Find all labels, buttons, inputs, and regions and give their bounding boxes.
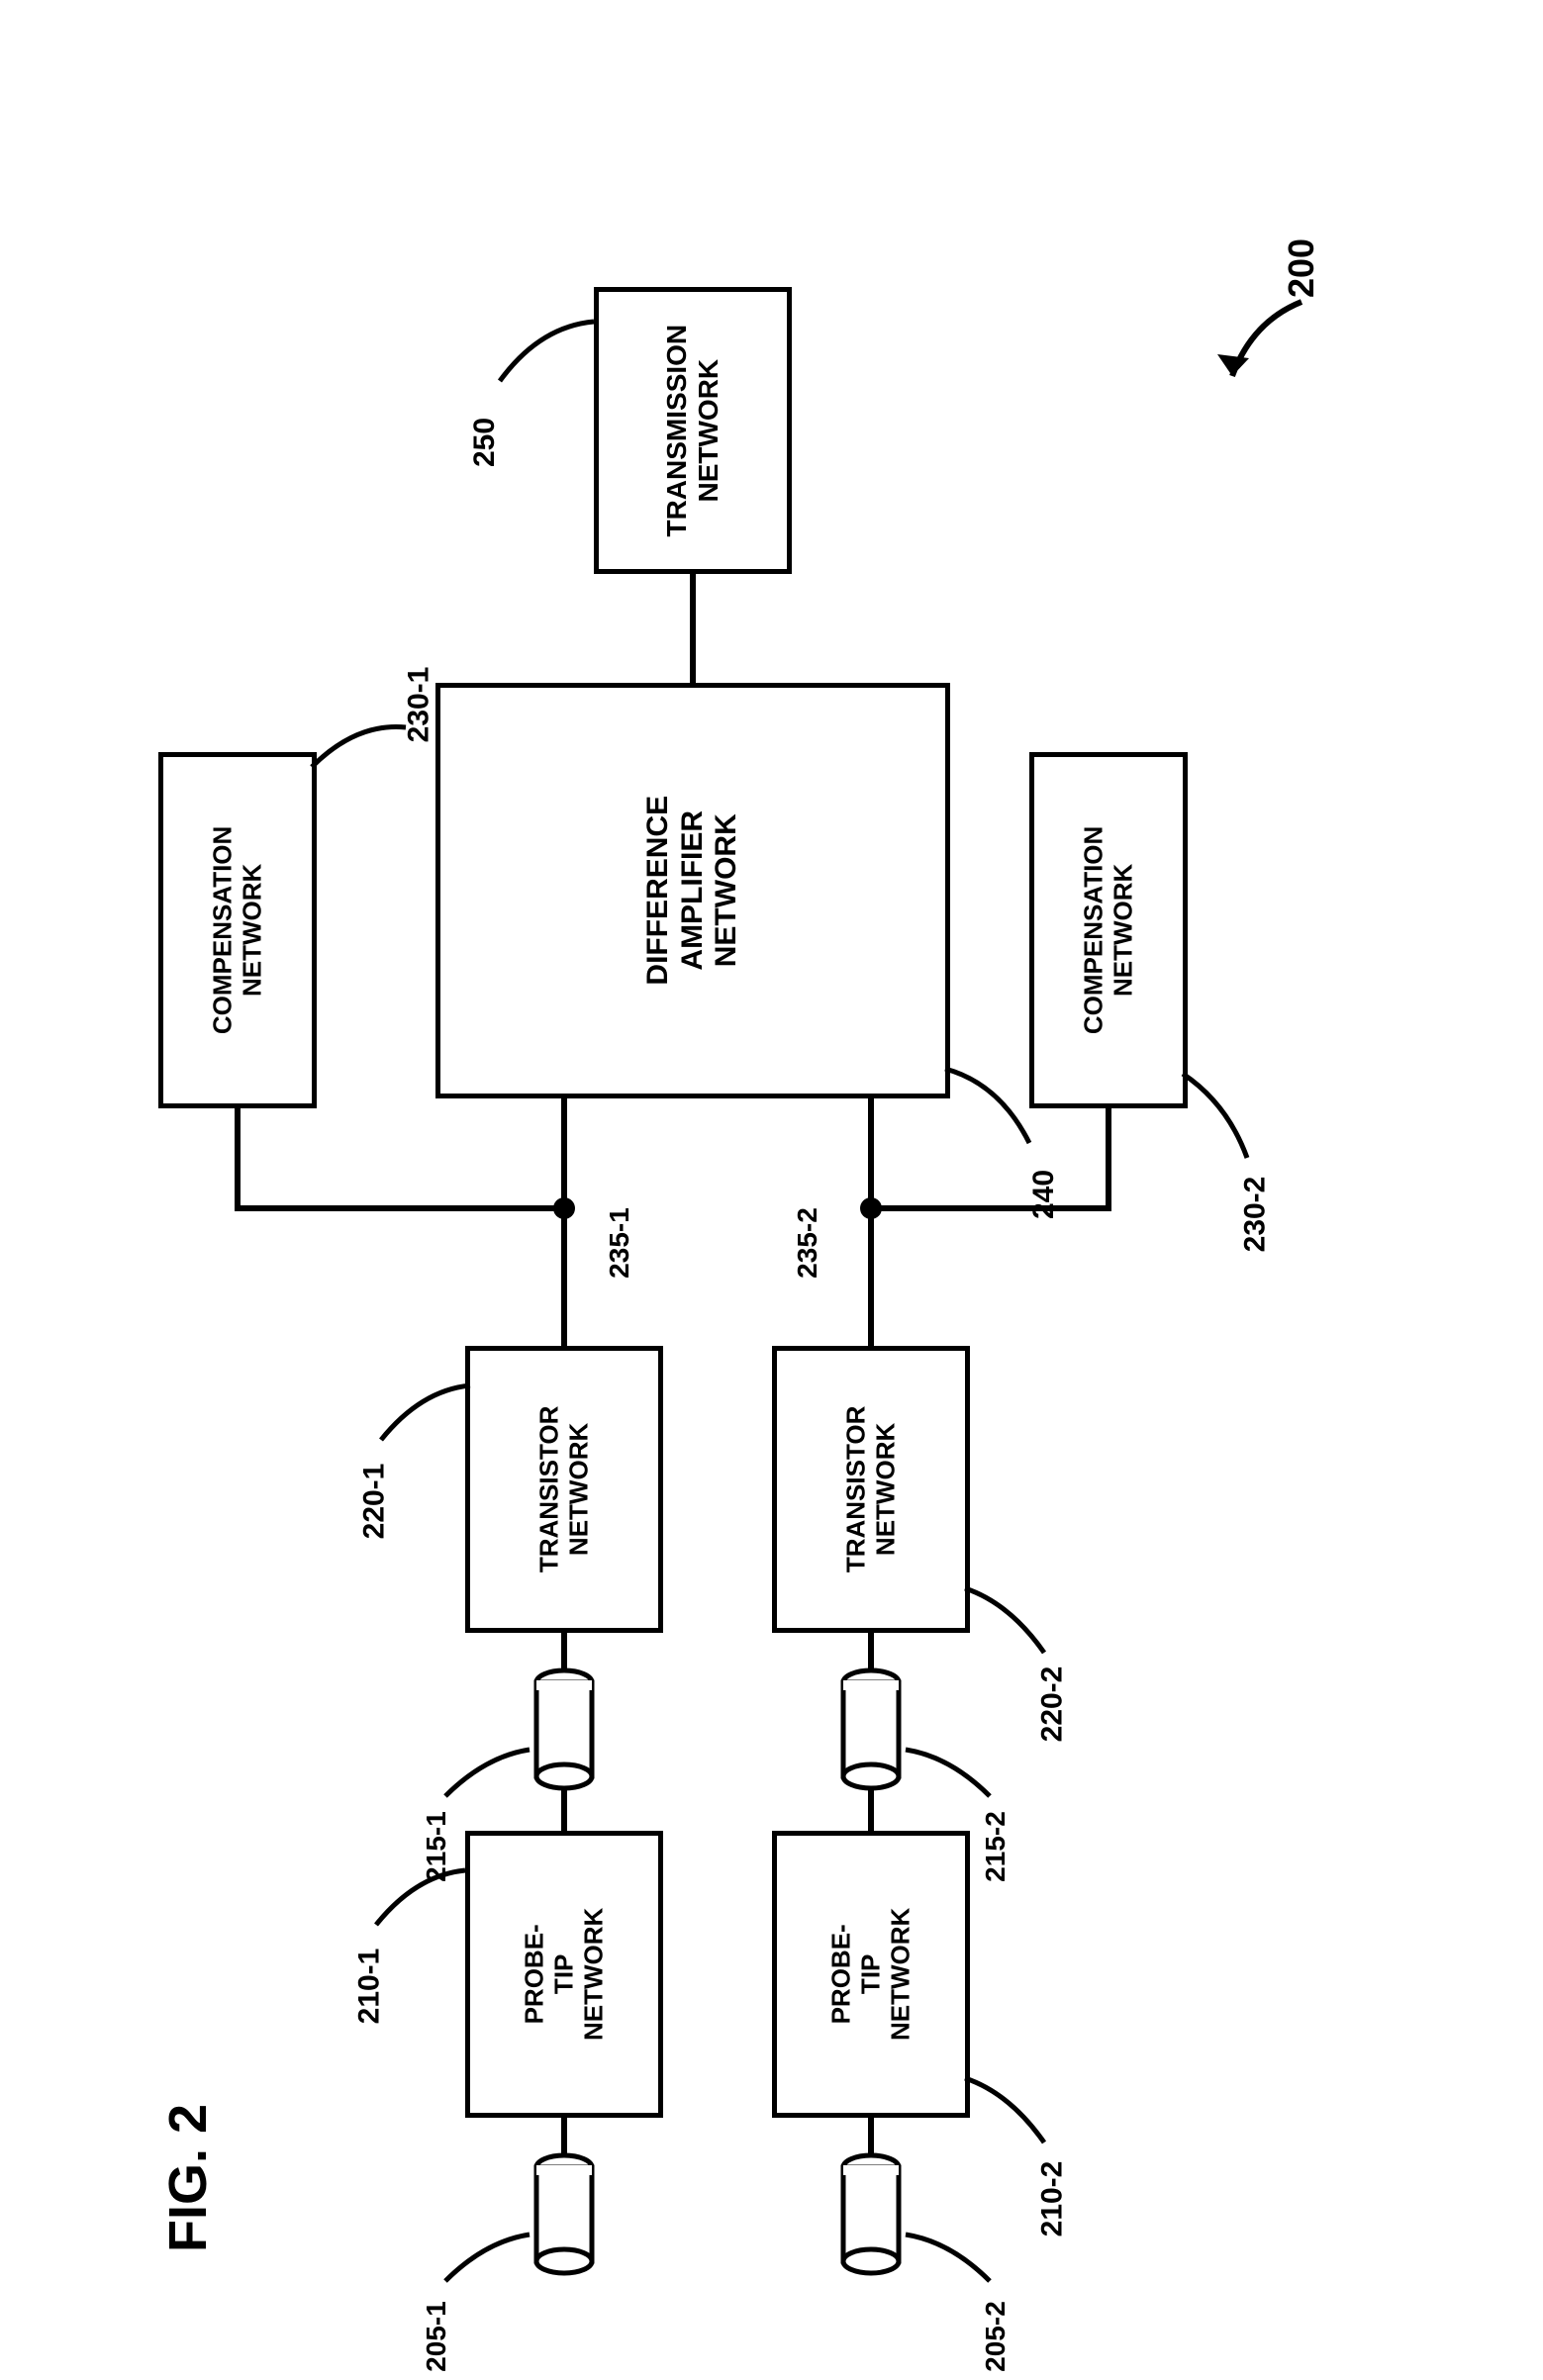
conn-diff-node2	[868, 1098, 874, 1346]
probe2-ref-leader	[955, 2068, 1064, 2157]
conn-node2-comp2-h	[874, 1205, 1109, 1211]
node-235-2-label: 235-2	[792, 1207, 823, 1279]
cable-215-2-icon	[836, 1633, 906, 1831]
figure-number-arrow	[1217, 297, 1336, 406]
figure-caption: FIG. 2	[157, 2104, 219, 2252]
conn-txn-diff	[690, 574, 696, 683]
cable-205-2-leader	[901, 2227, 1000, 2296]
comp1-ref-label: 230-1	[402, 667, 435, 743]
cable-215-1-leader	[435, 1742, 534, 1811]
cable-205-2-icon	[836, 2118, 906, 2286]
conn-node1-comp1-h	[235, 1205, 564, 1211]
comp2-ref-label: 230-2	[1238, 1177, 1272, 1253]
node-235-1-label: 235-1	[604, 1207, 635, 1279]
transmission-network-block: TRANSMISSION NETWORK	[594, 287, 792, 574]
conn-diff-node1	[561, 1098, 567, 1346]
conn-node1-comp1-v	[235, 1108, 241, 1211]
transistor-network-1-block: TRANSISTOR NETWORK	[465, 1346, 663, 1633]
transmission-ref-label: 250	[468, 418, 502, 467]
trans2-ref-label: 220-2	[1035, 1666, 1069, 1743]
cable-215-2-leader	[901, 1742, 1000, 1811]
cable-205-1-leader	[435, 2227, 534, 2296]
cable-215-2-label: 215-2	[980, 1811, 1012, 1882]
compensation-network-2-block: COMPENSATION NETWORK	[1029, 752, 1188, 1108]
diagram-canvas: 200 TRANSMISSION NETWORK 250 DIFFERENCE …	[40, 40, 1503, 2340]
probe2-ref-label: 210-2	[1035, 2161, 1069, 2237]
cable-215-1-icon	[530, 1633, 599, 1831]
conn-node2-comp2-v	[1106, 1108, 1111, 1211]
comp2-ref-leader	[1173, 1064, 1272, 1173]
transistor-network-2-block: TRANSISTOR NETWORK	[772, 1346, 970, 1633]
probe1-ref-label: 210-1	[352, 1949, 386, 2025]
trans2-ref-leader	[955, 1578, 1064, 1667]
figure-number-label: 200	[1281, 238, 1322, 298]
compensation-network-1-block: COMPENSATION NETWORK	[158, 752, 317, 1108]
cable-205-2-label: 205-2	[980, 2301, 1012, 2372]
transmission-ref-leader	[485, 312, 604, 401]
trans1-ref-leader	[371, 1376, 480, 1455]
difference-amplifier-block: DIFFERENCE AMPLIFIER NETWORK	[435, 683, 950, 1098]
trans1-ref-label: 220-1	[357, 1464, 391, 1540]
probe-tip-network-2-block: PROBE- TIP NETWORK	[772, 1831, 970, 2118]
probe1-ref-leader	[366, 1860, 475, 1940]
diff-amp-ref-label: 240	[1027, 1170, 1061, 1219]
cable-205-1-label: 205-1	[421, 2301, 452, 2372]
probe-tip-network-1-block: PROBE- TIP NETWORK	[465, 1831, 663, 2118]
cable-205-1-icon	[530, 2118, 599, 2286]
